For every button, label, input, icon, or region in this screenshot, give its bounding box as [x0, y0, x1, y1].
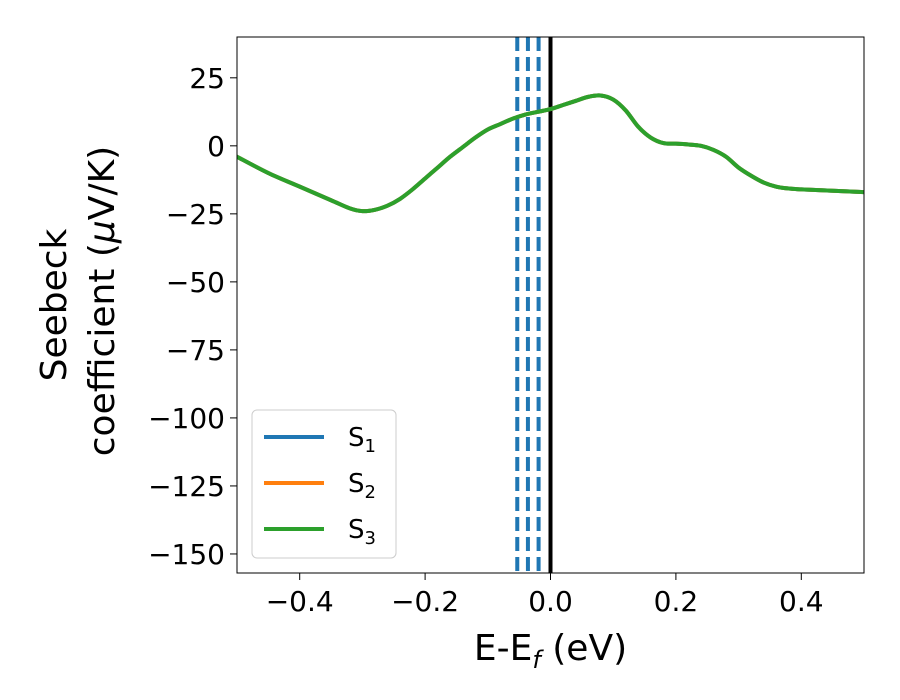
x-tick-label: −0.2 — [391, 585, 459, 618]
y-axis-label-line2: coefficient (μV/K) — [82, 146, 123, 456]
x-tick-label: 0.4 — [779, 585, 824, 618]
y-axis-ticks: 25 0 −25 −50 −75 −100 −125 −150 — [148, 62, 237, 571]
y-tick-label: 25 — [189, 62, 225, 95]
x-tick-label: −0.4 — [266, 585, 334, 618]
y-axis-label-line1: Seebeck — [34, 228, 75, 381]
legend-label-2: S2 — [348, 469, 376, 503]
legend: S1 S2 S3 — [251, 409, 397, 559]
y-axis-label: Seebeck coefficient (μV/K) — [34, 146, 123, 456]
legend-label-3: S3 — [348, 515, 376, 549]
y-tick-label: −150 — [148, 538, 225, 571]
y-tick-label: −25 — [166, 198, 225, 231]
series-line-3 — [237, 93, 864, 214]
x-tick-label: 0.0 — [528, 585, 573, 618]
x-axis-label-unit: (eV) — [541, 628, 627, 669]
x-axis-label-main: E-E — [474, 628, 532, 669]
x-tick-label: 0.2 — [654, 585, 699, 618]
series-lines — [237, 93, 864, 214]
y-tick-label: 0 — [207, 130, 225, 163]
x-axis-label: E-Ef (eV) — [474, 628, 627, 674]
y-axis-label-line2-post: V/K) — [82, 146, 123, 220]
y-tick-label: −50 — [166, 266, 225, 299]
vertical-lines — [515, 37, 553, 573]
legend-label-1: S1 — [348, 423, 376, 457]
y-tick-label: −125 — [148, 470, 225, 503]
y-tick-label: −100 — [148, 402, 225, 435]
y-axis-label-line2-pre: coefficient ( — [82, 243, 123, 456]
x-axis-ticks: −0.4 −0.2 0.0 0.2 0.4 — [266, 573, 824, 618]
y-axis-label-mu: μ — [82, 220, 123, 244]
y-tick-label: −75 — [166, 334, 225, 367]
